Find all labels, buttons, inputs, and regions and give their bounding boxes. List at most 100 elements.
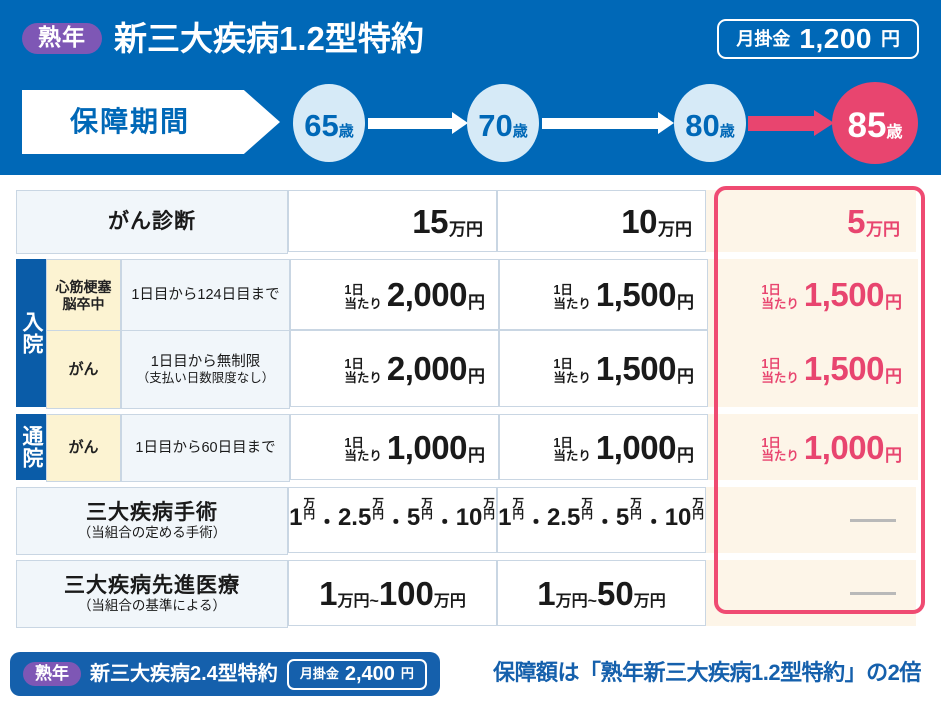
cell-value: 2,000 — [386, 350, 468, 387]
prefix-line-1: 1日 — [344, 283, 364, 297]
related-plan-pill[interactable]: 熟年 新三大疾病2.4型特約 月掛金 2,400 円 — [10, 652, 440, 696]
row-label-advanced-medical: 三大疾病先進医療 （当組合の基準による） — [16, 560, 288, 628]
cell-surgery-age70: 1 万 円 ・ 2.5 万 円 ・ 5 万 円 — [497, 487, 706, 553]
coverage-period-label: 保障期間 — [70, 106, 191, 137]
disease-text: がん — [68, 439, 99, 456]
unit-bottom: 円 — [692, 509, 704, 521]
separator: ・ — [594, 511, 615, 534]
unit-top: 万 — [581, 497, 593, 510]
separator: ・ — [525, 511, 546, 534]
per-day-prefix: 1日 当たり — [344, 357, 382, 385]
cell-advanced-age80 — [706, 560, 916, 626]
surgery-amount-3: 5 — [406, 503, 421, 531]
cell-hosp-heart-age65: 1日 当たり 2,000 円 — [290, 259, 499, 330]
age-marker-80: 80 歳 — [674, 84, 746, 162]
age-marker-80-suffix: 歳 — [719, 123, 735, 140]
condition-text: 1日目から60日目まで — [135, 439, 276, 456]
surgery-unit-2: 万 円 — [372, 498, 384, 522]
surgery-amount-2: 2.5 — [337, 503, 372, 531]
separator: ・ — [434, 511, 455, 534]
condition-heart-stroke: 1日目から124日目まで — [121, 259, 290, 332]
age-marker-85-suffix: 歳 — [886, 124, 903, 141]
cell-outpatient-age70: 1日 当たり 1,000 円 — [499, 414, 708, 480]
plan-badge: 熟年 — [22, 22, 102, 54]
age-marker-70: 70 歳 — [467, 84, 539, 162]
table-row-advanced-medical: 三大疾病先進医療 （当組合の基準による） 1 万円 ~ 100 万円 1 万円 … — [16, 560, 925, 628]
unit-bottom: 円 — [421, 509, 433, 521]
disease-label-cancer-outpatient: がん — [46, 414, 121, 482]
related-plan-premium-label: 月掛金 — [299, 666, 339, 681]
table-row-surgery: 三大疾病手術 （当組合の定める手術） 1 万 円 ・ 2.5 万 円 ・ — [16, 487, 925, 555]
prefix-line-2: 当たり — [761, 296, 799, 311]
related-plan-premium-box: 月掛金 2,400 円 — [286, 658, 427, 690]
condition-subtext: （支払い日数限度なし） — [136, 370, 275, 385]
cell-unit: 円 — [677, 293, 694, 312]
per-day-prefix: 1日 当たり — [761, 357, 799, 385]
cell-value: 1,500 — [595, 350, 677, 387]
monthly-premium-label: 月掛金 — [736, 29, 791, 49]
prefix-line-2: 当たり — [344, 449, 382, 463]
prefix-line-1: 1日 — [553, 283, 573, 297]
cell-value: 15 — [412, 202, 448, 240]
cell-surgery-age65: 1 万 円 ・ 2.5 万 円 ・ 5 万 円 — [288, 487, 497, 553]
coverage-timeline: 保障期間 65 歳 70 歳 80 歳 — [0, 82, 941, 166]
cell-hosp-cancer-age70: 1日 当たり 1,500 円 — [499, 330, 708, 407]
related-plan-premium-amount: 2,400 — [344, 662, 395, 685]
cell-hosp-heart-age70: 1日 当たり 1,500 円 — [499, 259, 708, 330]
age-marker-85-number: 85 — [847, 106, 887, 145]
cell-hosp-cancer-age80: 1日 当たり 1,500 円 — [708, 330, 918, 407]
range-from-value: 1 — [537, 574, 556, 612]
age-marker-65-number: 65 — [304, 108, 339, 143]
cell-unit: 円 — [677, 445, 694, 465]
cell-unit: 円 — [677, 367, 694, 386]
row-label-surgery: 三大疾病手術 （当組合の定める手術） — [16, 487, 288, 555]
range-to-value: 100 — [378, 574, 434, 612]
coverage-period-arrow: 保障期間 — [22, 90, 280, 154]
surgery-amount-1: 1 — [289, 503, 303, 531]
age-marker-65: 65 歳 — [293, 84, 365, 162]
prefix-line-1: 1日 — [344, 357, 364, 371]
per-day-prefix: 1日 当たり — [761, 283, 799, 311]
cell-unit: 円 — [885, 293, 902, 312]
timeline-arrow-70-80-icon — [542, 112, 674, 134]
cell-unit: 円 — [468, 445, 485, 465]
unit-top: 万 — [421, 497, 433, 510]
separator: ・ — [385, 511, 406, 534]
row-label-subtext: （当組合の定める手術） — [77, 524, 227, 540]
prefix-line-1: 1日 — [553, 357, 573, 371]
condition-cancer-hosp: 1日目から無制限 （支払い日数限度なし） — [121, 330, 290, 409]
prefix-line-2: 当たり — [553, 370, 591, 385]
cell-surgery-age80 — [706, 487, 916, 553]
surgery-unit-1: 万 円 — [512, 498, 524, 522]
cell-unit: 円 — [468, 367, 485, 386]
surgery-amount-1: 1 — [498, 503, 512, 531]
table-row-hosp-heart-stroke: 心筋梗塞 脳卒中 1日目から124日目まで 1日 当たり 2,000 — [46, 259, 918, 332]
surgery-unit-2: 万 円 — [581, 497, 593, 522]
prefix-line-1: 1日 — [553, 435, 573, 450]
timeline-arrow-80-85-icon — [748, 110, 834, 136]
range-from-unit: 万円 — [337, 592, 370, 610]
cell-unit: 円 — [885, 367, 902, 386]
unit-top: 万 — [630, 497, 642, 510]
cell-value: 1,000 — [595, 428, 677, 466]
disease-text: がん — [68, 360, 99, 378]
related-plan-note: 保障額は「熟年新三大疾病1.2型特約」の2倍 — [493, 660, 921, 685]
cell-value: 10 — [621, 202, 657, 240]
cell-unit: 円 — [885, 445, 902, 465]
cell-unit: 万円 — [449, 219, 483, 239]
unit-top: 万 — [483, 497, 495, 510]
age-marker-65-suffix: 歳 — [338, 123, 354, 140]
cell-unit: 万円 — [866, 219, 900, 239]
prefix-line-2: 当たり — [553, 449, 591, 463]
prefix-line-2: 当たり — [553, 296, 591, 311]
cell-unit: 万円 — [658, 219, 692, 239]
unit-bottom: 円 — [512, 509, 524, 521]
unit-bottom: 円 — [630, 509, 642, 521]
range-to-unit: 万円 — [433, 592, 466, 610]
per-day-prefix: 1日 当たり — [553, 283, 591, 311]
age-marker-85: 85 歳 — [832, 82, 918, 164]
row-label-text: がん診断 — [108, 209, 196, 233]
cell-unit: 円 — [468, 293, 485, 312]
not-applicable-dash-icon — [850, 518, 896, 522]
